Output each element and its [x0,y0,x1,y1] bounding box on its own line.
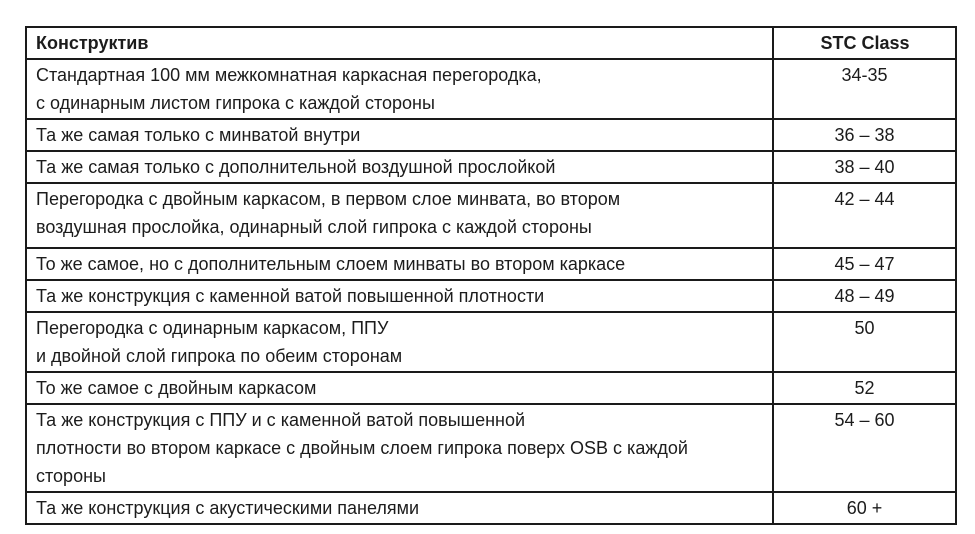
stc-value-cell: 60 + [772,491,957,525]
construction-cell: Перегородка с двойным каркасом, в первом… [25,182,774,249]
construction-cell: Та же конструкция с ППУ и с каменной ват… [25,403,774,493]
construction-cell: То же самое с двойным каркасом [25,371,774,405]
stc-value-cell: 38 – 40 [772,150,957,184]
construction-cell: Та же конструкция с каменной ватой повыш… [25,279,774,313]
construction-cell: Та же самая только с минватой внутри [25,118,774,152]
table-row: Та же конструкция с акустическими панеля… [25,491,957,525]
stc-value-cell: 36 – 38 [772,118,957,152]
table-row: Перегородка с двойным каркасом, в первом… [25,182,957,249]
table-row: Та же самая только с дополнительной возд… [25,150,957,184]
column-header-construction: Конструктив [25,26,774,60]
stc-value-cell: 48 – 49 [772,279,957,313]
stc-table: Конструктив STC Class Стандартная 100 мм… [25,26,957,525]
stc-value-cell: 34-35 [772,58,957,120]
table-row: Та же конструкция с ППУ и с каменной ват… [25,403,957,493]
table-row: То же самое, но с дополнительным слоем м… [25,247,957,281]
table-row: Та же самая только с минватой внутри 36 … [25,118,957,152]
table-row: Перегородка с одинарным каркасом, ППУ и … [25,311,957,373]
construction-cell: Та же самая только с дополнительной возд… [25,150,774,184]
stc-value-cell: 54 – 60 [772,403,957,493]
construction-cell: То же самое, но с дополнительным слоем м… [25,247,774,281]
table-row: Стандартная 100 мм межкомнатная каркасна… [25,58,957,120]
table-header-row: Конструктив STC Class [25,26,957,60]
construction-cell: Та же конструкция с акустическими панеля… [25,491,774,525]
column-header-stc-class: STC Class [772,26,957,60]
stc-value-cell: 45 – 47 [772,247,957,281]
table-row: То же самое с двойным каркасом 52 [25,371,957,405]
construction-cell: Перегородка с одинарным каркасом, ППУ и … [25,311,774,373]
table-row: Та же конструкция с каменной ватой повыш… [25,279,957,313]
construction-cell: Стандартная 100 мм межкомнатная каркасна… [25,58,774,120]
stc-value-cell: 52 [772,371,957,405]
stc-value-cell: 42 – 44 [772,182,957,249]
stc-value-cell: 50 [772,311,957,373]
